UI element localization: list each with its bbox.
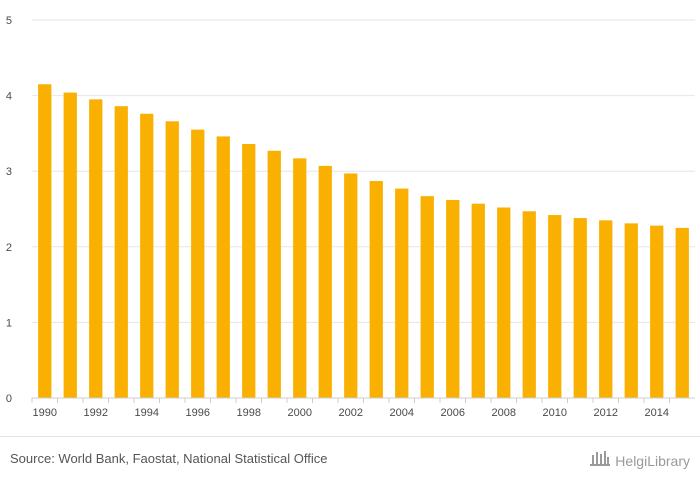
bars — [38, 84, 689, 399]
bar-1994[interactable] — [140, 113, 154, 399]
brand-name: HelgiLibrary — [615, 452, 690, 469]
x-tick-label: 2004 — [390, 407, 414, 419]
bar-2014[interactable] — [650, 225, 664, 398]
x-tick-label: 2010 — [543, 407, 567, 419]
bar-2010[interactable] — [548, 215, 562, 398]
bar-2015[interactable] — [675, 227, 689, 398]
bar-2011[interactable] — [573, 218, 587, 398]
bar-2007[interactable] — [471, 203, 485, 398]
bar-2008[interactable] — [497, 207, 511, 398]
bar-chart: 0 1 2 3 4 5 1990 1992 1994 1996 1998 2000 2002 2004 2… — [6, 15, 695, 419]
bar-1999[interactable] — [267, 150, 281, 398]
bar-2009[interactable] — [522, 211, 536, 398]
y-tick-label: 2 — [6, 242, 12, 254]
bar-1993[interactable] — [114, 106, 128, 399]
bar-2002[interactable] — [344, 173, 358, 398]
bar-1991[interactable] — [63, 92, 77, 398]
y-tick-label: 0 — [6, 393, 12, 405]
x-tick-label: 1992 — [84, 407, 108, 419]
x-tick-label: 2012 — [594, 407, 618, 419]
x-tick-label: 2006 — [441, 407, 465, 419]
bar-2012[interactable] — [599, 220, 613, 398]
x-tick-label: 2014 — [645, 407, 669, 419]
x-tick-label: 1994 — [135, 407, 159, 419]
bar-1990[interactable] — [38, 84, 52, 398]
y-axis: 0 1 2 3 4 5 — [6, 15, 12, 405]
bar-1995[interactable] — [165, 121, 179, 399]
x-tick-label: 1990 — [33, 407, 57, 419]
chart-footer: Source: World Bank, Faostat, National St… — [0, 436, 700, 484]
x-tick-label: 2002 — [339, 407, 363, 419]
bar-2006[interactable] — [446, 199, 460, 398]
library-building-icon — [589, 449, 611, 472]
gridlines — [32, 19, 695, 323]
bar-1992[interactable] — [89, 99, 103, 398]
source-note: Source: World Bank, Faostat, National St… — [10, 451, 328, 466]
y-tick-label: 4 — [6, 91, 12, 103]
bar-2001[interactable] — [318, 165, 332, 398]
bar-2013[interactable] — [624, 223, 638, 398]
bar-1997[interactable] — [216, 136, 230, 399]
x-tick-label: 1998 — [237, 407, 261, 419]
bar-2000[interactable] — [293, 158, 307, 398]
y-tick-label: 5 — [6, 15, 12, 27]
x-tick-label: 2008 — [492, 407, 516, 419]
bar-1998[interactable] — [242, 143, 256, 398]
bar-2005[interactable] — [420, 196, 434, 398]
bar-2003[interactable] — [369, 181, 383, 398]
x-tick-label: 1996 — [186, 407, 210, 419]
x-tick-label: 2000 — [288, 407, 312, 419]
y-tick-label: 1 — [6, 317, 12, 329]
bar-1996[interactable] — [191, 129, 205, 398]
brand-logo[interactable]: HelgiLibrary — [589, 449, 690, 472]
x-axis: 1990 1992 1994 1996 1998 2000 2002 2004 2006 2008… — [31, 397, 695, 419]
bar-2004[interactable] — [395, 188, 409, 398]
y-tick-label: 3 — [6, 166, 12, 178]
